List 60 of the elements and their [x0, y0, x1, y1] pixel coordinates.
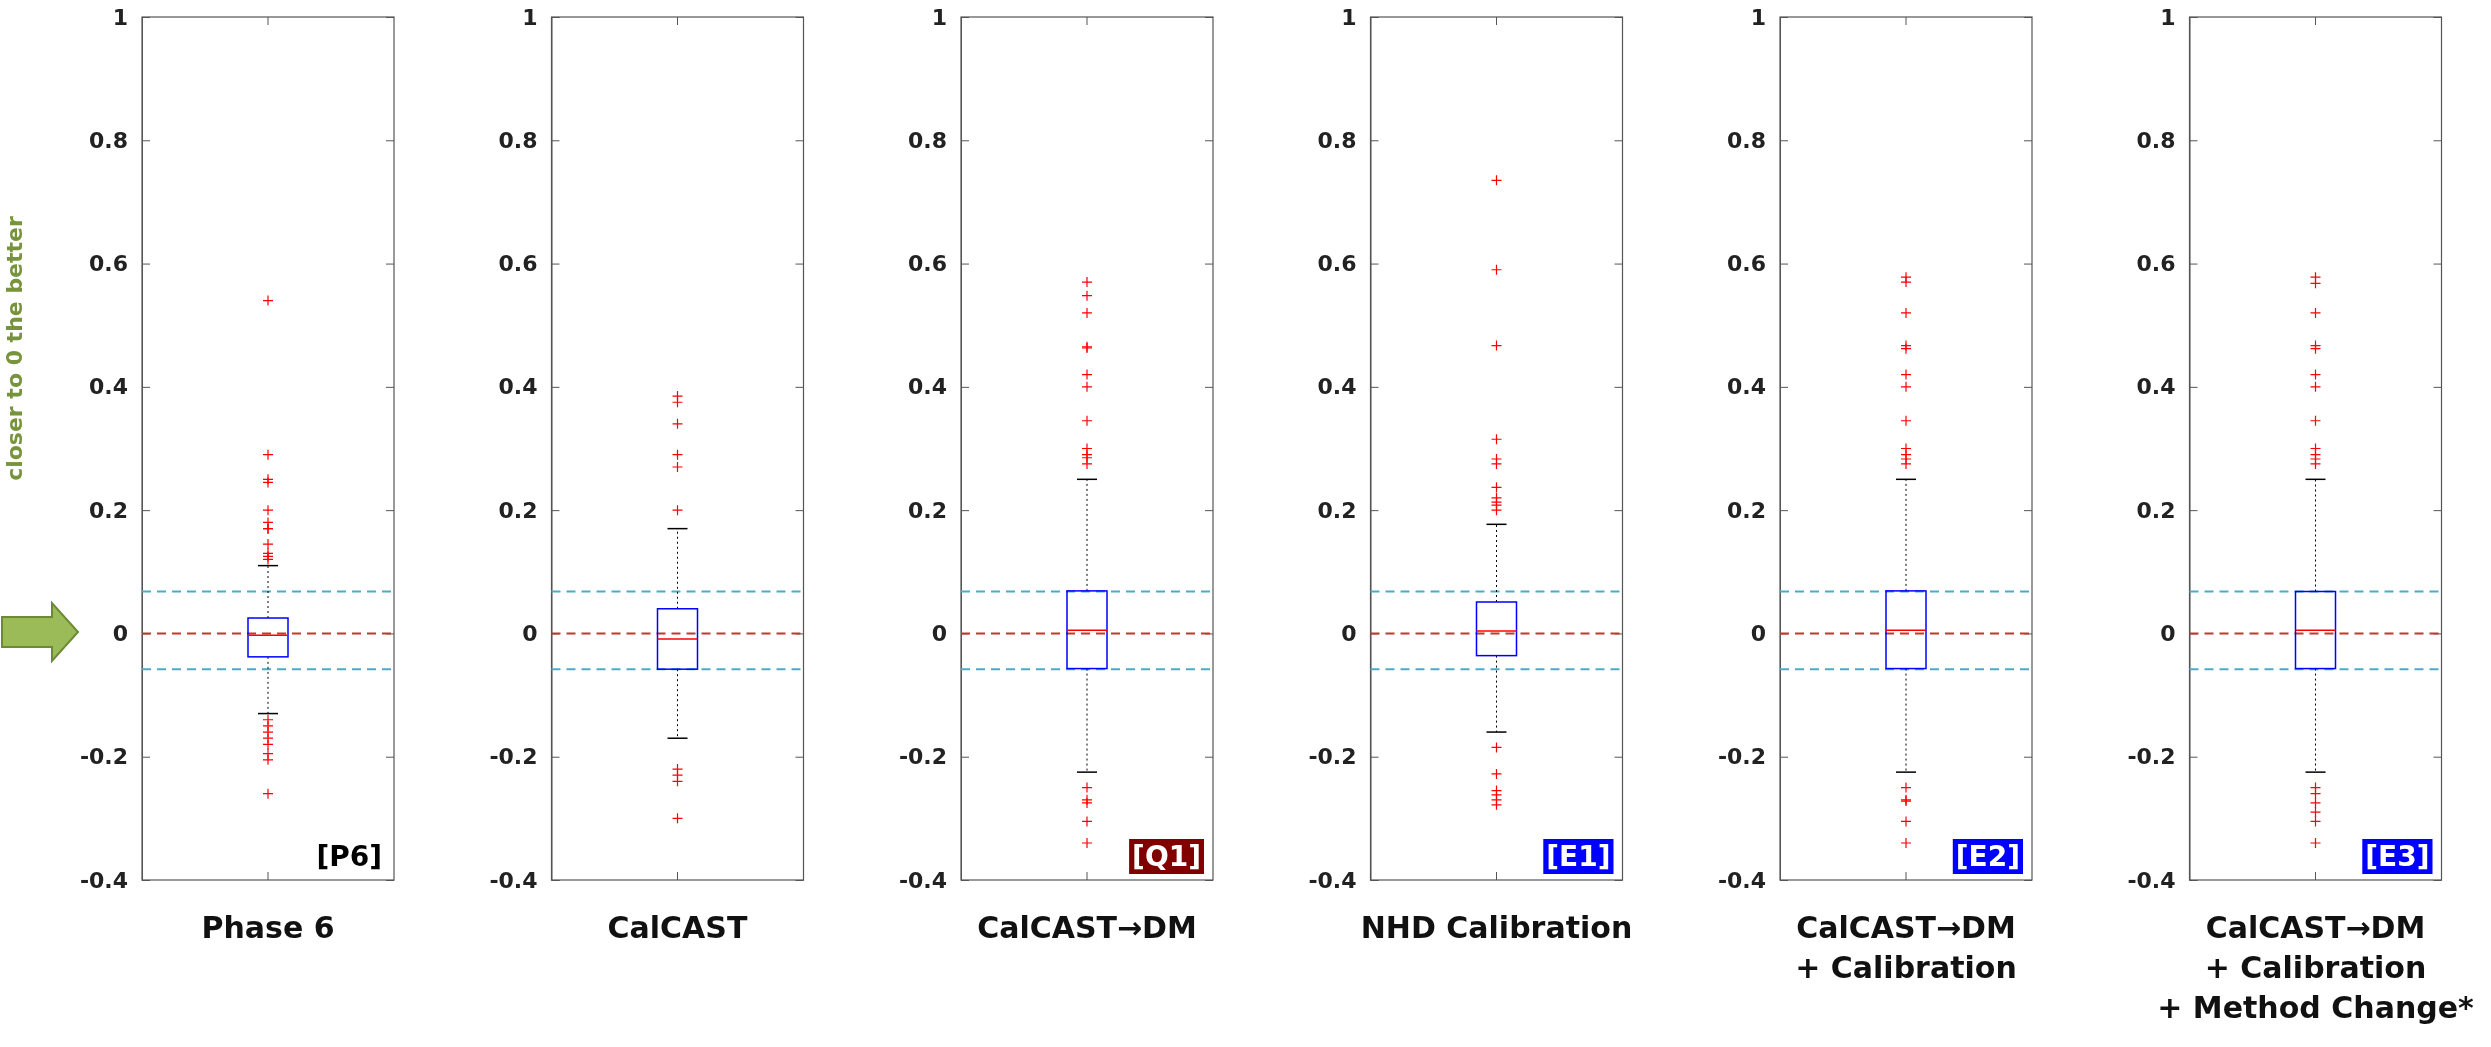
y-tick-label: -0.2 [1717, 744, 1766, 770]
y-tick-label: -0.4 [898, 867, 947, 893]
y-tick-label: 0.6 [498, 251, 538, 277]
y-tick-label: 1 [2160, 4, 2176, 30]
x-axis-title: CalCAST→DM + Calibration + Method Change* [2157, 910, 2475, 1025]
y-tick-label: 0.6 [1727, 251, 1766, 277]
y-tick-label: 1 [522, 4, 538, 30]
y-tick-label: -0.2 [2127, 744, 2176, 770]
x-axis-title: CalCAST→DM + Calibration [1795, 910, 2017, 985]
y-tick-label: -0.4 [1717, 867, 1766, 893]
annotation: [Q1] [1132, 840, 1201, 873]
y-axis-title: closer to 0 the better [2, 216, 27, 481]
y-tick-label: 0 [2160, 620, 2176, 646]
y-tick-label: -0.2 [898, 744, 947, 770]
y-tick-label: 1 [931, 4, 947, 30]
annotation: [E3] [2365, 840, 2430, 873]
y-tick-label: 0.2 [2136, 497, 2176, 523]
y-tick-label: 0.4 [1727, 374, 1766, 400]
x-axis-title: CalCAST [607, 910, 748, 945]
y-tick-label: 0 [1341, 620, 1357, 646]
y-tick-label: 1 [1750, 4, 1766, 30]
annotation: [E1] [1546, 840, 1611, 873]
y-tick-label: 0.6 [2136, 251, 2176, 277]
y-tick-label: -0.4 [489, 867, 538, 893]
y-tick-label: 0 [1750, 620, 1766, 646]
y-tick-label: 0 [112, 620, 128, 646]
y-tick-label: 0.4 [89, 374, 128, 400]
x-axis-title: NHD Calibration [1360, 910, 1633, 945]
y-tick-label: 0.8 [498, 127, 538, 153]
annotation: [E2] [1955, 840, 2020, 873]
y-tick-label: -0.4 [1308, 867, 1357, 893]
y-tick-label: 0 [522, 620, 538, 646]
y-tick-label: 0.4 [498, 374, 538, 400]
y-tick-label: 0.6 [89, 251, 128, 277]
y-tick-label: 0.8 [89, 127, 128, 153]
y-tick-label: 0.8 [1727, 127, 1766, 153]
y-tick-label: 0 [931, 620, 947, 646]
y-tick-label: 0.4 [2136, 374, 2176, 400]
x-axis-title: Phase 6 [201, 910, 335, 945]
y-tick-label: 0.2 [498, 497, 538, 523]
y-tick-label: 0.8 [1317, 127, 1357, 153]
y-tick-label: 0.8 [2136, 127, 2176, 153]
y-tick-label: 0.2 [908, 497, 947, 523]
y-tick-label: 0.4 [908, 374, 947, 400]
y-tick-label: 0.6 [1317, 251, 1357, 277]
annotation: [P6] [316, 840, 382, 873]
y-tick-label: -0.2 [1308, 744, 1357, 770]
y-tick-label: -0.2 [489, 744, 538, 770]
y-tick-label: 0.2 [89, 497, 128, 523]
y-tick-label: 0.6 [908, 251, 947, 277]
y-tick-label: 1 [112, 4, 128, 30]
y-tick-label: 0.2 [1317, 497, 1357, 523]
y-tick-label: -0.4 [2127, 867, 2176, 893]
y-tick-label: -0.4 [79, 867, 128, 893]
y-tick-label: 0.8 [908, 127, 947, 153]
x-axis-title: CalCAST→DM [977, 910, 1197, 945]
y-tick-label: 0.2 [1727, 497, 1766, 523]
y-tick-label: 1 [1341, 4, 1357, 30]
y-tick-label: 0.4 [1317, 374, 1357, 400]
y-tick-label: -0.2 [79, 744, 128, 770]
